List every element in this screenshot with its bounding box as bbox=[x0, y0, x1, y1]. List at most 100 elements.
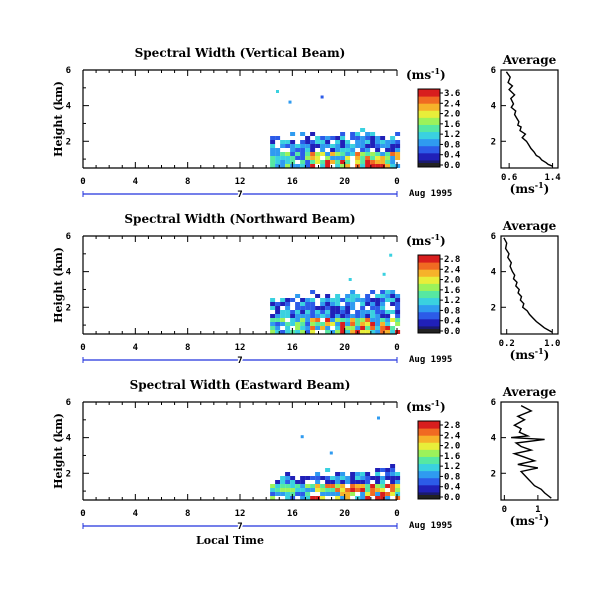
heatmap-cell bbox=[375, 484, 381, 488]
heatmap-cell bbox=[310, 290, 316, 294]
colorbar-tick-label: 0.8 bbox=[444, 472, 460, 482]
heatmap-cell bbox=[320, 140, 326, 144]
heatmap-cell bbox=[360, 298, 366, 302]
unit-sup: -1 bbox=[431, 398, 440, 408]
heatmap-cell bbox=[305, 298, 311, 302]
heatmap-cell bbox=[300, 148, 306, 152]
heatmap-cell bbox=[395, 314, 401, 318]
x-tick-label: 8 bbox=[185, 343, 190, 353]
heatmap-cell bbox=[340, 314, 346, 318]
heatmap-cell bbox=[340, 310, 346, 314]
profile-title: Average bbox=[502, 53, 557, 67]
heatmap-cell bbox=[390, 152, 396, 156]
heatmap-cell bbox=[375, 306, 381, 310]
heatmap-cell bbox=[385, 484, 391, 488]
colorbar-swatch bbox=[418, 152, 440, 161]
heatmap-cell bbox=[390, 310, 396, 314]
heatmap-cell bbox=[315, 306, 321, 310]
heatmap-cell bbox=[375, 488, 381, 492]
heatmap-cell bbox=[295, 306, 301, 310]
heatmap-cell bbox=[290, 140, 296, 144]
heatmap-cell bbox=[290, 156, 296, 160]
colorbar-swatch bbox=[418, 329, 440, 333]
heatmap-cell bbox=[280, 476, 286, 480]
heatmap-cell bbox=[345, 160, 351, 164]
heatmap-cell bbox=[285, 488, 291, 492]
heatmap-cell bbox=[365, 302, 371, 306]
heatmap-cell bbox=[365, 330, 371, 334]
heatmap-cell bbox=[290, 318, 296, 322]
heatmap-cell bbox=[355, 140, 361, 144]
heatmap-cell bbox=[280, 302, 286, 306]
colorbar-tick-label: 1.6 bbox=[444, 120, 460, 130]
heatmap-cell bbox=[335, 164, 341, 168]
heatmap-cell bbox=[285, 496, 291, 500]
heatmap-cell bbox=[320, 476, 326, 480]
heatmap-cell bbox=[350, 136, 356, 140]
heatmap-cell bbox=[355, 136, 361, 140]
unit-close: ) bbox=[544, 182, 550, 196]
heatmap-cell bbox=[300, 314, 306, 318]
y-tick-label: 6 bbox=[66, 232, 71, 242]
heatmap-cell bbox=[340, 496, 346, 500]
heatmap-cell bbox=[380, 496, 386, 500]
heatmap-cell bbox=[380, 492, 386, 496]
heatmap-cell bbox=[340, 136, 346, 140]
x-tick-label: 8 bbox=[185, 509, 190, 519]
heatmap-cell bbox=[360, 310, 366, 314]
heatmap-cell bbox=[275, 484, 281, 488]
heatmap-cell bbox=[365, 492, 371, 496]
heatmap-cell bbox=[365, 160, 371, 164]
profile-y-tick-label: 4 bbox=[491, 268, 497, 278]
heatmap-cell bbox=[330, 156, 336, 160]
heatmap-cell bbox=[310, 314, 316, 318]
heatmap-cell bbox=[370, 314, 376, 318]
heatmap-cell bbox=[375, 496, 381, 500]
heatmap-cell bbox=[380, 326, 386, 330]
heatmap-cell bbox=[375, 148, 381, 152]
heatmap-cell bbox=[365, 496, 371, 500]
colorbar-tick-label: 0.0 bbox=[444, 161, 460, 171]
unit-text: (ms bbox=[510, 348, 535, 362]
heatmap-cell bbox=[325, 330, 331, 334]
heatmap-cell bbox=[300, 156, 306, 160]
colorbar-tick-label: 2.4 bbox=[444, 99, 461, 109]
heatmap-cell bbox=[370, 492, 376, 496]
profile-y-tick-label: 6 bbox=[491, 66, 496, 76]
heatmap-cell bbox=[335, 152, 341, 156]
heatmap-cell bbox=[300, 144, 306, 148]
x-axis-label: Local Time bbox=[196, 534, 264, 547]
x-tick-label: 12 bbox=[235, 343, 246, 353]
heatmap-cell bbox=[280, 488, 286, 492]
colorbar-tick-label: 2.0 bbox=[444, 276, 460, 286]
heatmap-cell bbox=[290, 298, 296, 302]
heatmap-cell bbox=[385, 314, 391, 318]
heatmap-cell bbox=[360, 144, 366, 148]
heatmap-cell bbox=[380, 318, 386, 322]
heatmap-cell bbox=[360, 484, 366, 488]
heatmap-cell bbox=[360, 140, 366, 144]
y-tick-label: 4 bbox=[66, 268, 72, 278]
profile-line bbox=[511, 404, 552, 499]
colorbar-frame bbox=[417, 420, 441, 500]
heatmap-cell bbox=[375, 164, 381, 168]
heatmap-cell bbox=[355, 480, 361, 484]
heatmap-cell bbox=[370, 306, 376, 310]
colorbar-unit: (ms-1) bbox=[406, 232, 446, 248]
heatmap-cell bbox=[295, 294, 301, 298]
heatmap-cell bbox=[295, 326, 301, 330]
heatmap-cell bbox=[270, 302, 276, 306]
heatmap-cell bbox=[340, 476, 346, 480]
colorbar-unit: (ms-1) bbox=[406, 66, 446, 82]
colorbar-tick-label: 1.6 bbox=[444, 452, 460, 462]
heatmap-cell bbox=[345, 152, 351, 156]
heatmap-cell bbox=[300, 132, 306, 136]
heatmap-cell bbox=[350, 484, 356, 488]
profile-y-tick-label: 2 bbox=[491, 137, 496, 147]
panel-3: Spectral Width (Eastward Beam)0 4 8 12 16 20 0… bbox=[52, 378, 559, 547]
heatmap-cell bbox=[365, 484, 371, 488]
heatmap-cell bbox=[335, 136, 341, 140]
heatmap-cell bbox=[270, 484, 276, 488]
heatmap-cell bbox=[295, 164, 301, 168]
